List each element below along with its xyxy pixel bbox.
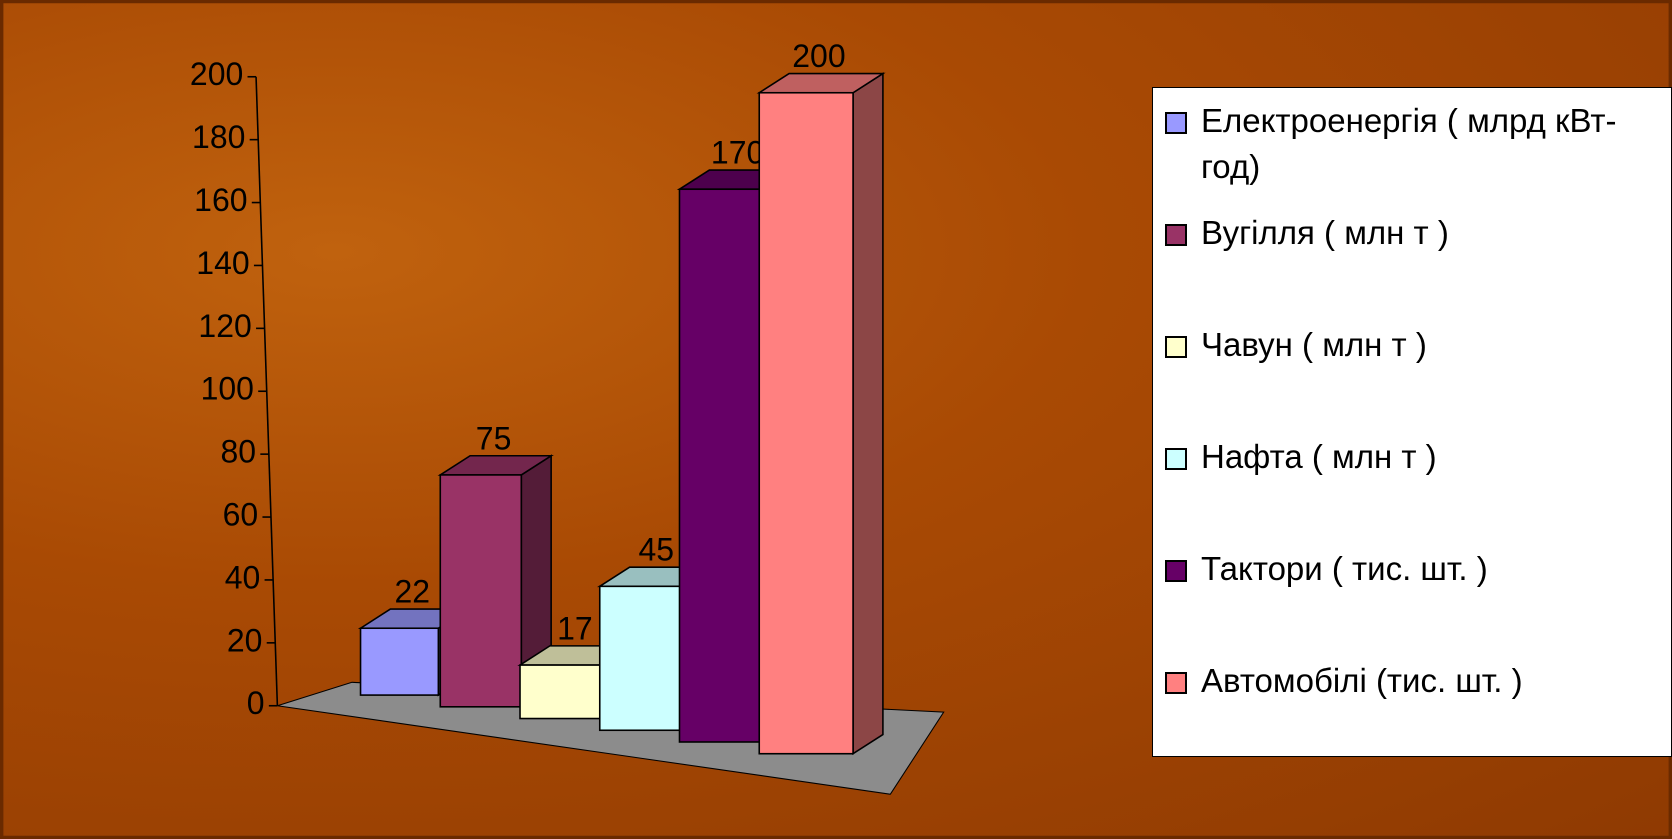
y-tick-label: 120 [198,308,251,344]
y-tick-label: 140 [196,245,249,281]
legend-entry: Чавун ( млн т ) [1165,322,1671,434]
y-tick-label: 100 [201,371,254,407]
y-tick-label: 60 [223,496,259,532]
data-label: 17 [557,610,593,646]
bar-side [852,72,884,756]
bar-front [678,188,771,743]
data-label: 170 [711,135,764,171]
bar-front [519,664,606,720]
legend-label: Автомобілі (тис. шт. ) [1201,662,1523,699]
legend-swatch [1165,448,1187,470]
data-label: 22 [394,574,430,610]
y-tick-label: 180 [192,119,245,155]
y-tick-label: 20 [227,622,263,658]
bar [756,72,886,756]
y-tick-label: 80 [220,434,256,470]
y-tick-label: 160 [194,182,247,218]
legend-swatch [1165,112,1187,134]
legend-label: Нафта ( млн т ) [1201,438,1437,475]
bar-front [598,585,688,732]
legend-label: Вугілля ( млн т ) [1201,214,1449,251]
legend-label: Електроенергія ( млрд кВт-год) [1201,102,1617,185]
data-label: 200 [792,38,845,74]
legend-swatch [1165,224,1187,246]
data-label: 45 [638,532,674,568]
bar-front [359,627,440,696]
legend-label: Чавун ( млн т ) [1201,326,1427,363]
y-tick-label: 0 [247,685,265,721]
legend-swatch [1165,672,1187,694]
legend-entry: Вугілля ( млн т ) [1165,210,1671,322]
bar [437,454,554,709]
legend-entry: Автомобілі (тис. шт. ) [1165,658,1671,770]
legend-swatch [1165,560,1187,582]
y-tick-label: 40 [225,559,261,595]
bar-front [439,474,523,708]
bar-front [758,91,854,755]
legend-label: Тактори ( тис. шт. ) [1201,550,1488,587]
legend-swatch [1165,336,1187,358]
legend: Електроенергія ( млрд кВт-год) Вугілля ( … [1152,87,1672,757]
legend-entry: Електроенергія ( млрд кВт-год) [1165,98,1671,210]
legend-entry: Нафта ( млн т ) [1165,434,1671,546]
data-label: 75 [476,420,512,456]
y-tick-label: 200 [190,56,243,92]
legend-entry: Тактори ( тис. шт. ) [1165,546,1671,658]
